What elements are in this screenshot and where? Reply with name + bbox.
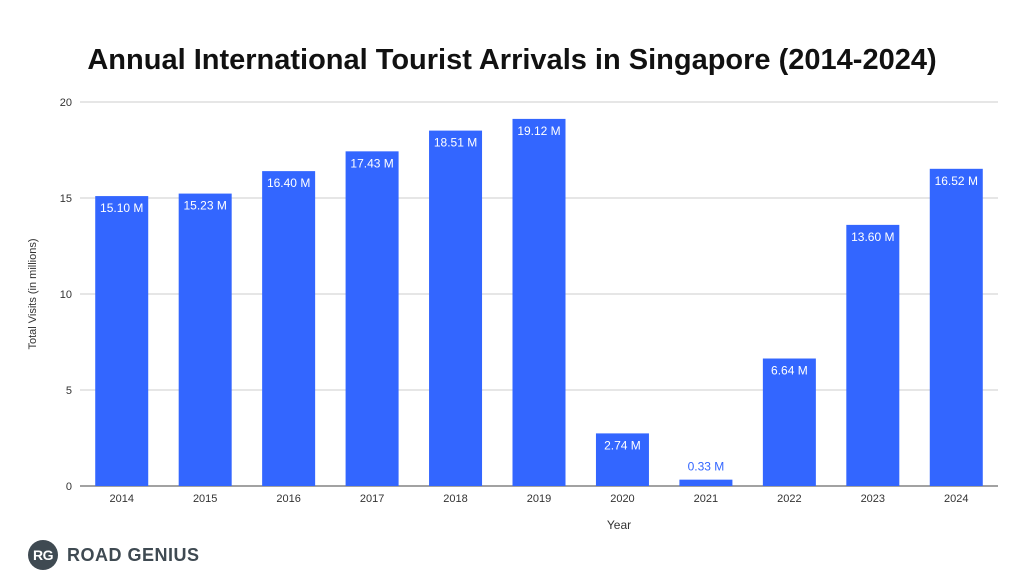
x-tick-label: 2022 <box>777 493 801 505</box>
data-label: 17.43 M <box>350 156 393 170</box>
data-label: 15.10 M <box>100 201 143 215</box>
y-tick-label: 10 <box>60 289 72 301</box>
bar <box>429 130 483 486</box>
bar <box>679 479 733 486</box>
bar <box>762 358 816 486</box>
bar <box>595 433 649 486</box>
x-tick-label: 2023 <box>861 493 885 505</box>
brand-badge-icon: RG <box>28 540 58 570</box>
bar <box>262 171 316 486</box>
data-label: 2.74 M <box>604 438 641 452</box>
data-label: 15.23 M <box>184 199 227 213</box>
data-label: 19.12 M <box>517 124 560 138</box>
data-label: 13.60 M <box>851 230 894 244</box>
y-tick-label: 0 <box>66 481 72 493</box>
data-label: 16.52 M <box>935 174 978 188</box>
y-tick-label: 20 <box>60 97 72 109</box>
y-axis-title: Total Visits (in millions) <box>27 238 39 349</box>
y-tick-label: 5 <box>66 385 72 397</box>
bar <box>345 151 399 486</box>
x-tick-label: 2019 <box>527 493 551 505</box>
x-tick-label: 2017 <box>360 493 384 505</box>
y-tick-label: 15 <box>60 193 72 205</box>
x-tick-label: 2016 <box>276 493 300 505</box>
data-label: 18.51 M <box>434 136 477 150</box>
brand-logo: RG ROAD GENIUS <box>28 540 200 570</box>
x-tick-label: 2014 <box>109 493 133 505</box>
x-axis-title: Year <box>607 518 631 532</box>
bar <box>846 224 900 486</box>
data-label: 6.64 M <box>771 364 808 378</box>
data-label: 16.40 M <box>267 176 310 190</box>
bar <box>512 118 566 486</box>
data-label: 0.33 M <box>688 460 725 474</box>
bar <box>178 193 232 487</box>
chart-title: Annual International Tourist Arrivals in… <box>87 44 937 76</box>
x-tick-label: 2020 <box>610 493 634 505</box>
brand-name: ROAD GENIUS <box>67 544 200 565</box>
x-tick-label: 2018 <box>443 493 467 505</box>
x-tick-label: 2024 <box>944 493 968 505</box>
x-tick-label: 2021 <box>694 493 718 505</box>
bar <box>929 168 983 487</box>
bar <box>95 196 149 486</box>
x-tick-label: 2015 <box>193 493 217 505</box>
